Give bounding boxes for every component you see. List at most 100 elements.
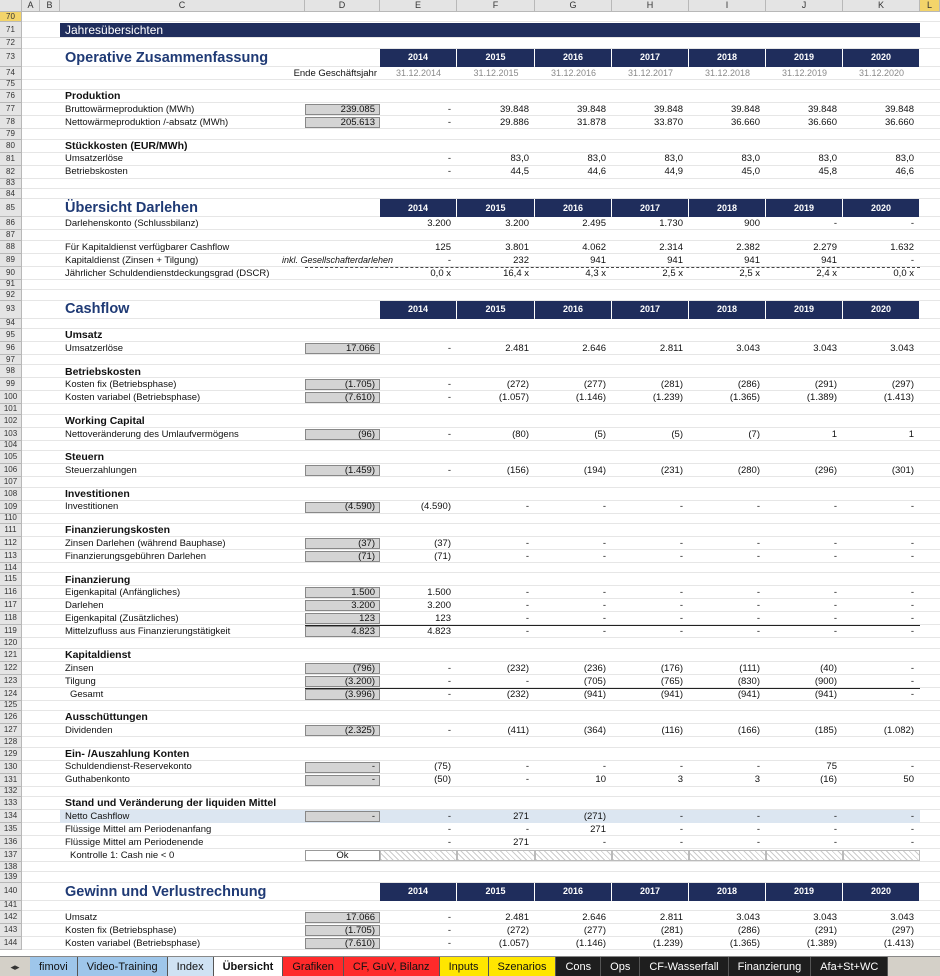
hatch-cell	[843, 850, 920, 861]
grid-line	[22, 585, 940, 587]
row-number: 128	[0, 737, 22, 748]
cell-value: 900	[744, 218, 760, 230]
cell-value: (16)	[820, 774, 837, 786]
cell-value: -	[602, 613, 606, 625]
sheet-tab[interactable]: CF, GuV, Bilanz	[343, 957, 440, 976]
section-heading: Produktion	[65, 90, 121, 103]
row-number: 90	[0, 266, 22, 280]
cell-value: -	[447, 724, 451, 736]
sheet-tab[interactable]: Inputs	[439, 957, 489, 976]
sheet-tab[interactable]: Ops	[601, 957, 641, 976]
year-header: 2018	[689, 882, 765, 901]
cell-value: (1.146)	[575, 937, 606, 949]
input-value: 4.823	[305, 626, 380, 638]
sheet-tab[interactable]: Video-Training	[77, 957, 168, 976]
cell-value: -	[447, 911, 451, 923]
grid-line	[22, 198, 940, 200]
cell-value: -	[525, 501, 529, 513]
grid-line	[22, 549, 940, 550]
row-number: 129	[0, 747, 22, 761]
cell-value: -	[602, 761, 606, 773]
grid-line	[22, 463, 940, 465]
cell-value: -	[910, 810, 914, 822]
row-label: Kosten variabel (Betriebsphase)	[65, 937, 201, 949]
row-number: 79	[0, 129, 22, 140]
cell-value: 3	[677, 774, 683, 786]
grid-line	[22, 78, 940, 80]
cell-value: -	[756, 810, 760, 822]
cell-value: -	[447, 166, 451, 178]
cell-value: 1.632	[890, 241, 914, 253]
cell-value: (1.239)	[652, 392, 683, 404]
grid-line	[22, 265, 940, 267]
column-header: K	[843, 0, 920, 12]
cell-value: -	[447, 392, 451, 404]
sheet-tab[interactable]: fimovi	[30, 957, 78, 976]
cell-value: -	[833, 600, 837, 612]
cell-value: 31.12.2015	[473, 67, 519, 78]
cell-value: -	[756, 613, 760, 625]
grid-line	[22, 177, 940, 179]
hatch-cell	[612, 850, 689, 861]
row-number: 91	[0, 279, 22, 291]
sheet-tab[interactable]: Finanzierung	[728, 957, 812, 976]
cell-value: -	[833, 587, 837, 599]
grid-line	[22, 426, 940, 428]
cell-value: 2.646	[582, 911, 606, 923]
column-header: C	[60, 0, 305, 12]
grid-line	[22, 89, 940, 91]
row-number: 106	[0, 464, 22, 478]
cell-value: 83,0	[818, 153, 838, 165]
year-header: 2017	[612, 882, 688, 901]
grid-line	[22, 390, 940, 392]
row-number: 83	[0, 178, 22, 189]
cell-value: (286)	[737, 924, 760, 936]
row-number: 132	[0, 786, 22, 797]
sheet-tab[interactable]: Übersicht	[213, 957, 284, 976]
cell-value: -	[910, 626, 914, 638]
year-header: 2017	[612, 300, 688, 319]
cell-value: 45,8	[818, 166, 838, 178]
cell-value: -	[447, 836, 451, 848]
cell-value: (7)	[748, 428, 760, 440]
row-number: 135	[0, 823, 22, 836]
row-number: 107	[0, 477, 22, 488]
row-number: 115	[0, 573, 22, 587]
cell-value: 31.12.2020	[858, 67, 905, 78]
cell-value: (40)	[820, 662, 837, 674]
row-number: 112	[0, 537, 22, 550]
cell-value: -	[447, 342, 451, 354]
cell-value: -	[756, 501, 760, 513]
row-number: 120	[0, 638, 22, 649]
cell-value: -	[447, 153, 451, 165]
cell-value: -	[602, 501, 606, 513]
cell-value: -	[525, 761, 529, 773]
sheet-tab[interactable]: Afa+St+WC	[811, 957, 889, 976]
row-number: 125	[0, 700, 22, 712]
cell-value: (830)	[737, 675, 760, 687]
grid-line	[22, 128, 940, 130]
column-header: L	[920, 0, 940, 12]
tab-nav[interactable]: ◂▸	[10, 961, 20, 972]
sheet-tab[interactable]: Grafiken	[283, 957, 344, 976]
row-number: 119	[0, 625, 22, 639]
cell-value: (941)	[660, 688, 683, 700]
input-value: -	[305, 811, 380, 822]
section-heading: Investitionen	[65, 487, 130, 500]
cell-value: 36.660	[730, 116, 760, 128]
sheet-tab[interactable]: CF-Wasserfall	[640, 957, 729, 976]
cell-value: 31.12.2016	[550, 67, 597, 78]
sheet-tab[interactable]: Index	[167, 957, 214, 976]
grid-line	[22, 699, 940, 701]
cell-value: -	[602, 836, 606, 848]
grid-line	[22, 536, 940, 537]
sheet-tab[interactable]: Szenarios	[488, 957, 557, 976]
row-label: Nettowärmeproduktion /-absatz (MWh)	[65, 116, 229, 128]
sheet-tab[interactable]: Cons	[556, 957, 602, 976]
row-label: Betriebskosten	[65, 166, 128, 178]
cell-value: (176)	[660, 662, 683, 674]
row-label: Zinsen Darlehen (während Bauphase)	[65, 537, 226, 549]
grid-line	[22, 746, 940, 748]
year-header: 2016	[535, 882, 611, 901]
cell-value: (941)	[583, 688, 606, 700]
